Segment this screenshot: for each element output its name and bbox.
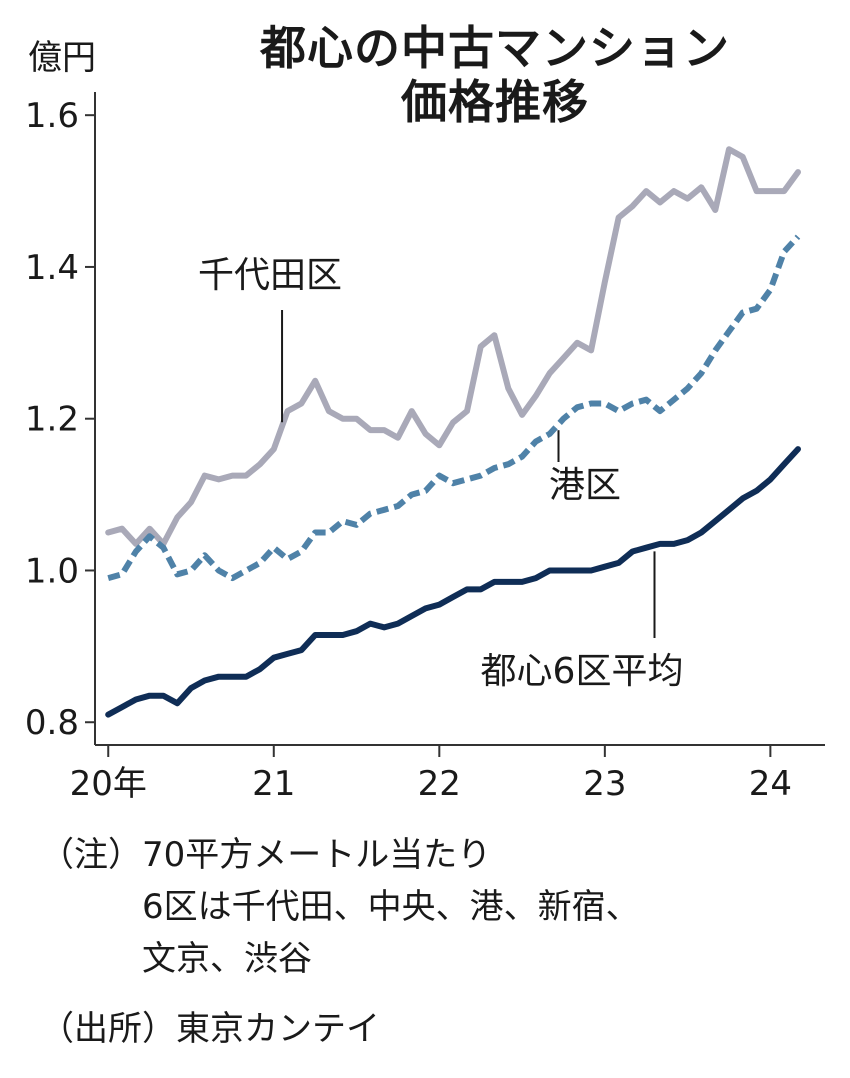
series-line-6ku-average <box>105 446 801 718</box>
series-line-chiyoda <box>105 146 801 547</box>
chart-title-line2: 価格推移 <box>401 75 589 129</box>
y-tick-label: 1.4 <box>25 248 79 288</box>
y-tick-label: 1.6 <box>25 96 79 136</box>
footnote-line3: 文京、渋谷 <box>40 939 312 979</box>
y-tick-label: 0.8 <box>25 703 79 743</box>
x-tick-label: 22 <box>418 764 461 804</box>
label-minato: 港区 <box>549 465 621 506</box>
y-tick-label: 1.0 <box>25 551 79 591</box>
chart-title-line1: 都心の中古マンション <box>260 21 730 75</box>
footnote-line2: 6区は千代田、中央、港、新宿、 <box>40 887 640 927</box>
x-tick-label: 21 <box>252 764 295 804</box>
y-axis-unit-label: 億円 <box>28 38 96 78</box>
footnote-line1: （注）70平方メートル当たり <box>40 835 492 875</box>
y-tick-label: 1.2 <box>25 400 79 440</box>
x-tick-label: 20年 <box>70 764 147 804</box>
x-tick-label: 23 <box>583 764 626 804</box>
series-line-minato <box>107 234 801 582</box>
x-tick-label: 24 <box>749 764 792 804</box>
source-line: （出所）東京カンテイ <box>40 1009 380 1049</box>
label-chiyoda: 千代田区 <box>198 255 342 296</box>
label-6ku-average: 都心6区平均 <box>481 651 684 692</box>
